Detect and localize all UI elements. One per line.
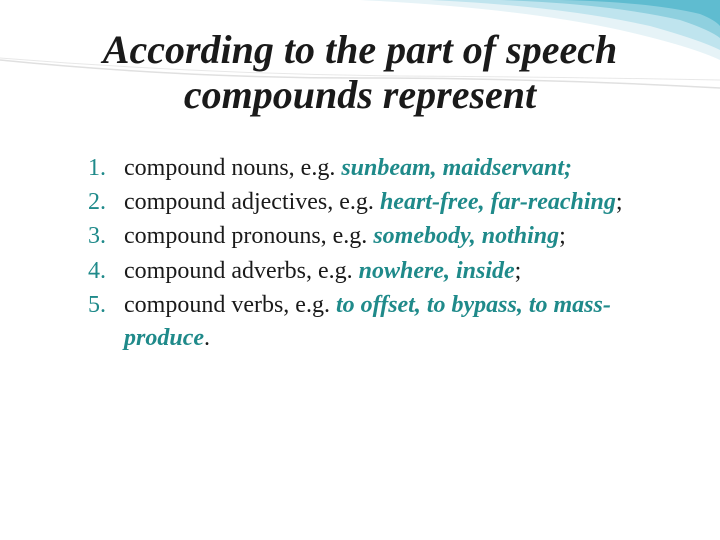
item-plain: compound verbs, e.g.: [124, 292, 336, 318]
item-tail: .: [204, 325, 210, 351]
compound-list: 1. compound nouns, e.g. sunbeam, maidser…: [52, 152, 668, 354]
item-number: 3.: [88, 220, 124, 252]
item-plain: compound adjectives, e.g.: [124, 189, 380, 215]
item-tail: ;: [515, 258, 522, 284]
list-item: 3. compound pronouns, e.g. somebody, not…: [88, 220, 668, 252]
item-number: 5.: [88, 289, 124, 354]
list-item: 5. compound verbs, e.g. to offset, to by…: [88, 289, 668, 354]
item-emphasis: sunbeam, maidservant;: [341, 155, 572, 181]
list-item: 1. compound nouns, e.g. sunbeam, maidser…: [88, 152, 668, 184]
item-text: compound verbs, e.g. to offset, to bypas…: [124, 289, 668, 354]
list-item: 2. compound adjectives, e.g. heart-free,…: [88, 186, 668, 218]
slide-title: According to the part of speech compound…: [52, 28, 668, 118]
item-number: 2.: [88, 186, 124, 218]
item-number: 1.: [88, 152, 124, 184]
item-text: compound pronouns, e.g. somebody, nothin…: [124, 220, 566, 252]
slide-content: According to the part of speech compound…: [0, 0, 720, 376]
item-plain: compound nouns, e.g.: [124, 155, 341, 181]
item-text: compound adjectives, e.g. heart-free, fa…: [124, 186, 623, 218]
item-emphasis: nowhere, inside: [359, 258, 515, 284]
item-tail: ;: [559, 223, 566, 249]
item-emphasis: heart-free, far-reaching: [380, 189, 616, 215]
item-text: compound adverbs, e.g. nowhere, inside;: [124, 255, 521, 287]
item-tail: ;: [616, 189, 623, 215]
list-item: 4. compound adverbs, e.g. nowhere, insid…: [88, 255, 668, 287]
item-plain: compound pronouns, e.g.: [124, 223, 373, 249]
item-number: 4.: [88, 255, 124, 287]
item-emphasis: somebody, nothing: [373, 223, 559, 249]
item-text: compound nouns, e.g. sunbeam, maidservan…: [124, 152, 572, 184]
item-plain: compound adverbs, e.g.: [124, 258, 359, 284]
